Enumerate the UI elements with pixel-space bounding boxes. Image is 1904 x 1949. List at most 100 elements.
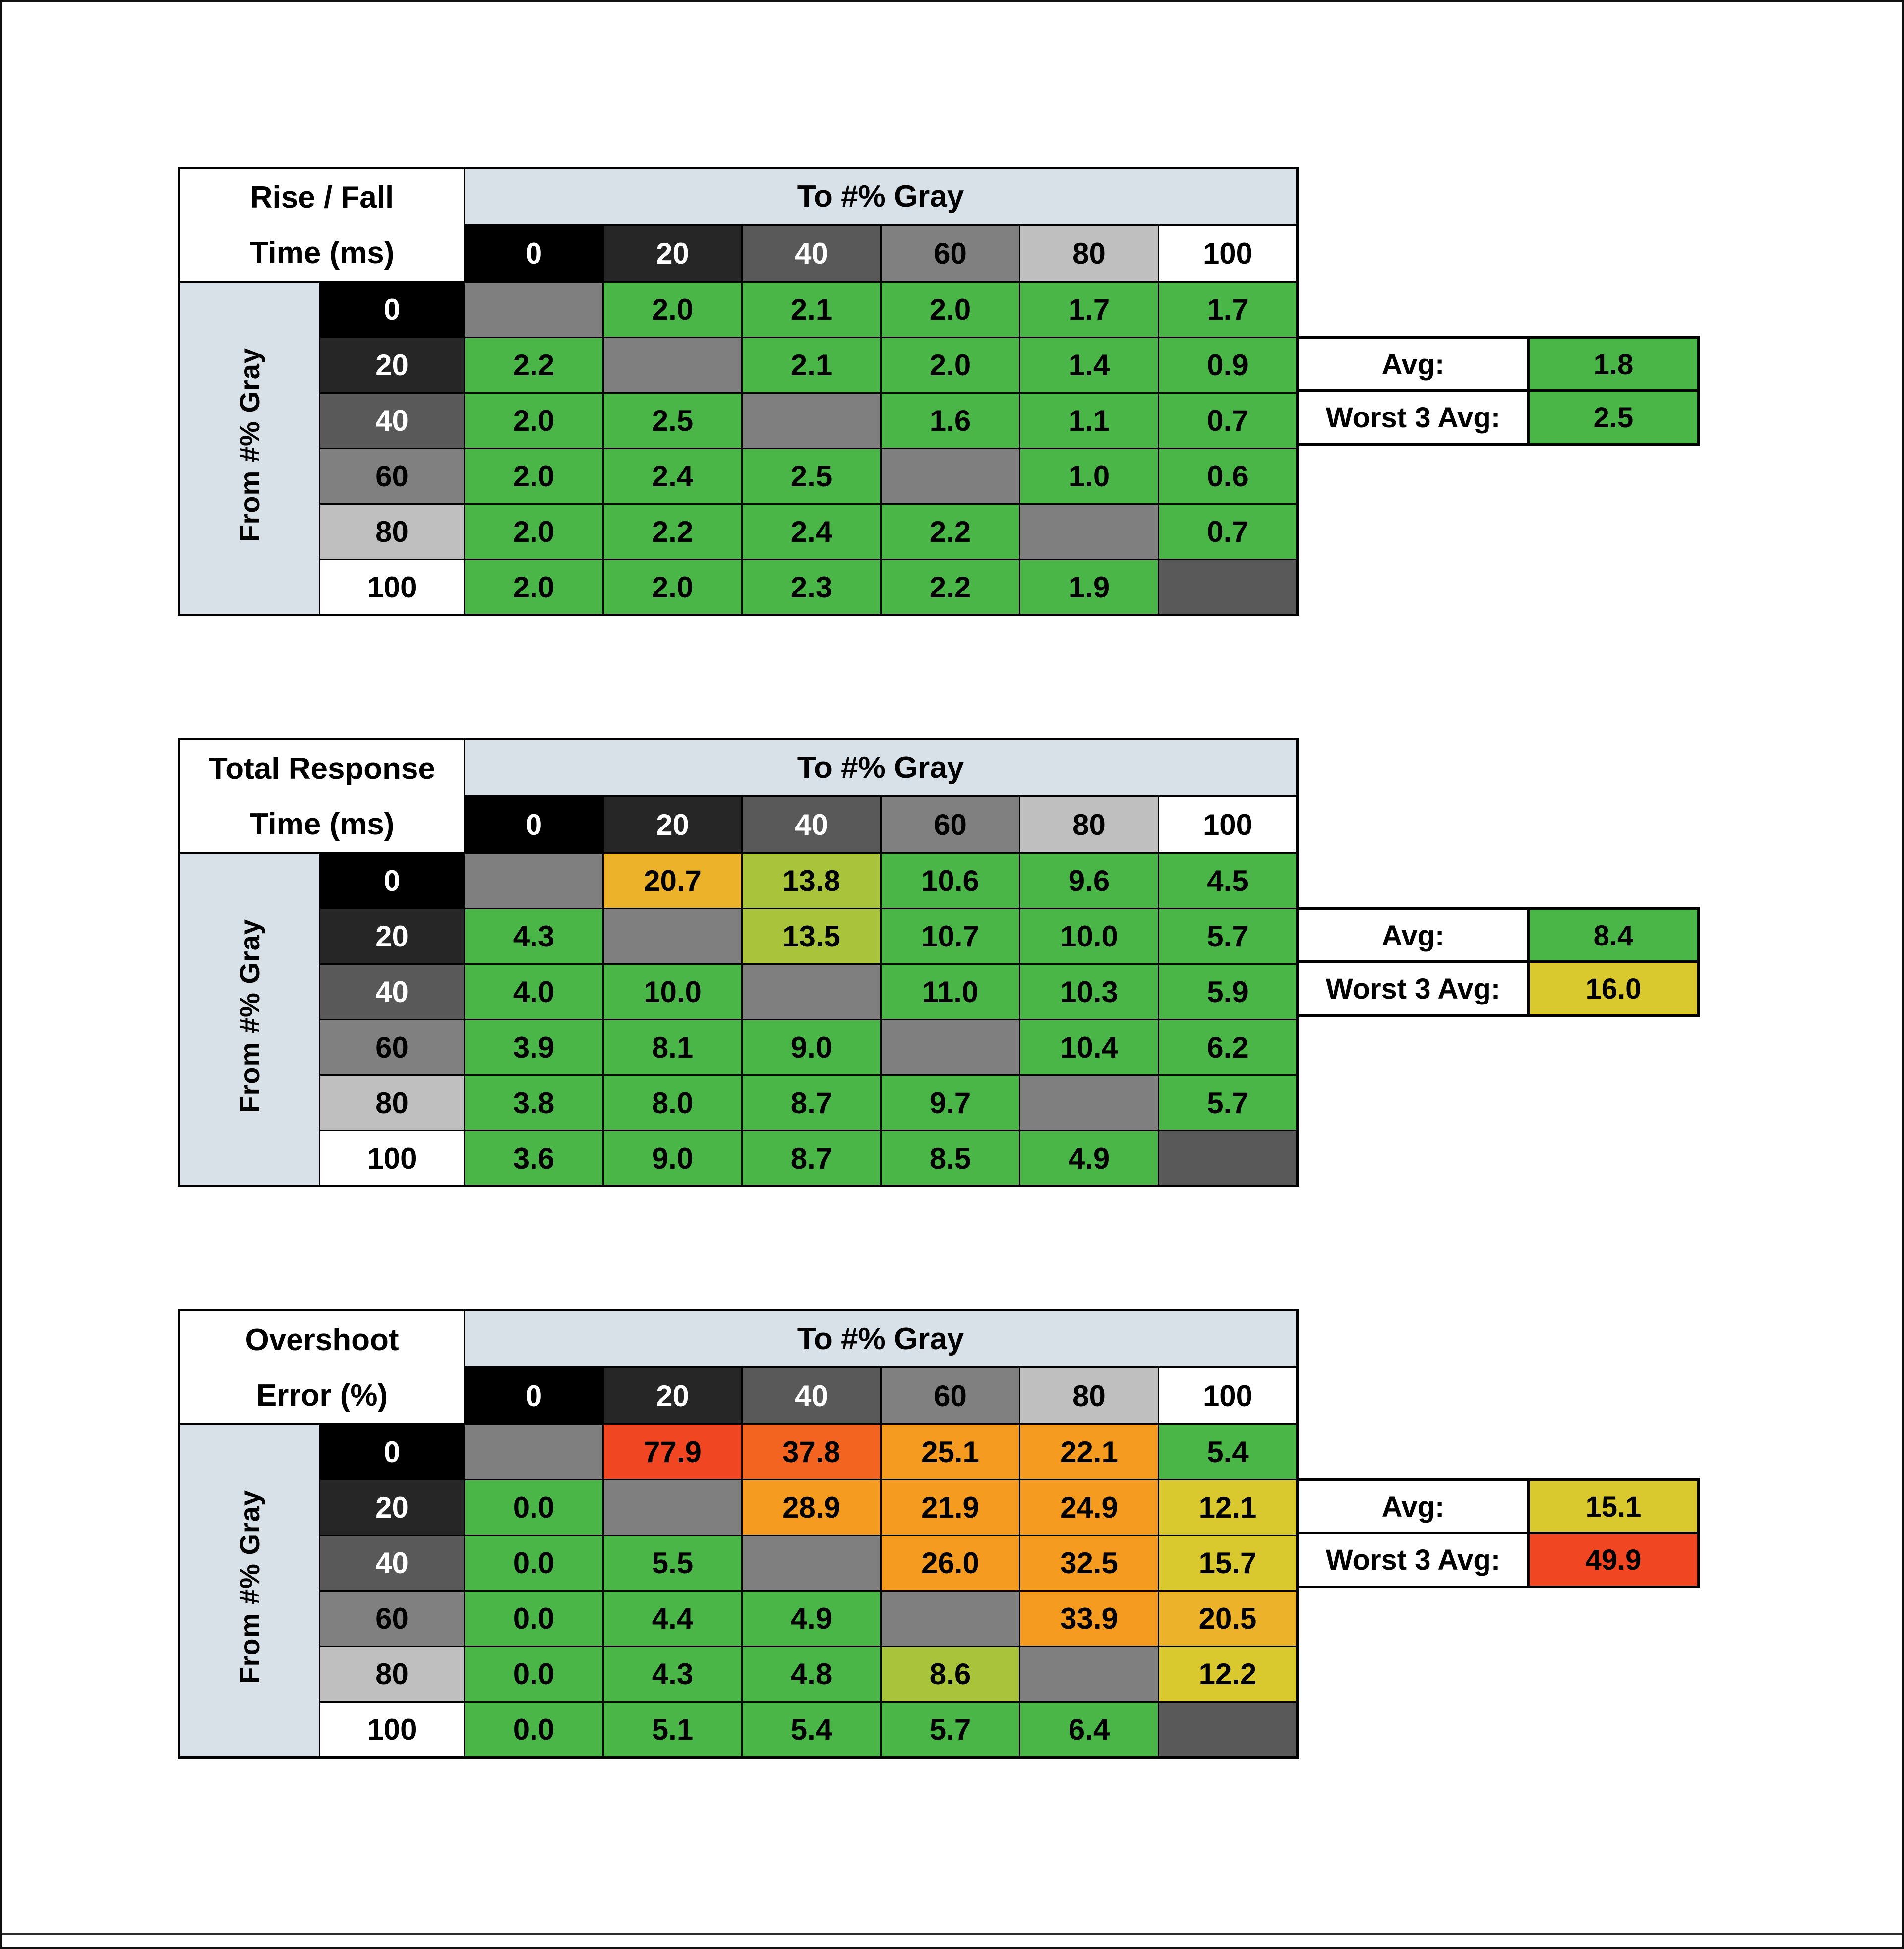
- diagonal-cell: [880, 448, 1020, 505]
- table-title-line1: Total Response: [208, 751, 436, 786]
- side-worst-value: 49.9: [1527, 1532, 1700, 1588]
- diagonal-cell: [880, 1019, 1020, 1076]
- value-cell: 1.9: [1019, 559, 1159, 616]
- table-title-line1: Rise / Fall: [250, 180, 394, 215]
- row-header-80: 80: [319, 503, 465, 560]
- col-header-40: 40: [741, 1366, 882, 1425]
- value-cell: 4.9: [741, 1590, 882, 1647]
- col-header-60: 60: [880, 1366, 1020, 1425]
- row-header-100: 100: [319, 1701, 465, 1758]
- value-cell: 4.8: [741, 1646, 882, 1703]
- value-cell: 3.6: [464, 1130, 604, 1187]
- side-avg-value: 1.8: [1527, 336, 1700, 393]
- value-cell: 3.8: [464, 1074, 604, 1131]
- value-cell: 2.2: [464, 337, 604, 394]
- row-header-20: 20: [319, 1479, 465, 1536]
- value-cell: 22.1: [1019, 1423, 1159, 1480]
- value-cell: 2.0: [880, 337, 1020, 394]
- value-cell: 4.9: [1019, 1130, 1159, 1187]
- value-cell: 2.2: [880, 559, 1020, 616]
- row-header-100: 100: [319, 1130, 465, 1187]
- side-avg-row: Avg: 8.4: [1297, 907, 1700, 964]
- to-gray-header: To #% Gray: [464, 738, 1298, 797]
- row-header-20: 20: [319, 337, 465, 394]
- row-header-60: 60: [319, 448, 465, 505]
- diagonal-cell: [741, 1535, 882, 1592]
- value-cell: 32.5: [1019, 1535, 1159, 1592]
- side-worst-row: Worst 3 Avg: 49.9: [1297, 1532, 1700, 1588]
- side-worst-row: Worst 3 Avg: 2.5: [1297, 389, 1700, 446]
- col-header-100: 100: [1158, 1366, 1298, 1425]
- value-cell: 5.7: [1158, 1074, 1298, 1131]
- value-cell: 2.0: [602, 559, 743, 616]
- table-title-line1: Overshoot: [245, 1322, 399, 1357]
- value-cell: 33.9: [1019, 1590, 1159, 1647]
- row-header-0: 0: [319, 1423, 465, 1480]
- value-cell: 9.0: [602, 1130, 743, 1187]
- value-cell: 20.5: [1158, 1590, 1298, 1647]
- value-cell: 5.7: [880, 1701, 1020, 1758]
- diagonal-cell: [1158, 1701, 1298, 1758]
- col-header-40: 40: [741, 224, 882, 283]
- col-header-100: 100: [1158, 795, 1298, 854]
- value-cell: 0.7: [1158, 392, 1298, 449]
- table-title: Total Response Time (ms): [178, 738, 465, 854]
- diagonal-cell: [741, 963, 882, 1020]
- col-header-20: 20: [602, 1366, 743, 1425]
- diagonal-cell: [1158, 559, 1298, 616]
- side-avg-label: Avg:: [1297, 907, 1530, 964]
- value-cell: 26.0: [880, 1535, 1020, 1592]
- value-cell: 2.4: [741, 503, 882, 560]
- value-cell: 1.4: [1019, 337, 1159, 394]
- value-cell: 4.3: [464, 908, 604, 965]
- value-cell: 2.0: [464, 448, 604, 505]
- side-avg-value: 15.1: [1527, 1478, 1700, 1535]
- value-cell: 5.7: [1158, 908, 1298, 965]
- value-cell: 10.3: [1019, 963, 1159, 1020]
- value-cell: 1.1: [1019, 392, 1159, 449]
- value-cell: 20.7: [602, 852, 743, 909]
- value-cell: 13.8: [741, 852, 882, 909]
- row-header-60: 60: [319, 1019, 465, 1076]
- table-block-total-response-time: Total Response Time (ms) To #% Gray 0 20 40 60…: [178, 738, 1730, 1187]
- value-cell: 15.7: [1158, 1535, 1298, 1592]
- col-header-0: 0: [464, 224, 604, 283]
- row-header-0: 0: [319, 852, 465, 909]
- diagonal-cell: [464, 1423, 604, 1480]
- value-cell: 1.7: [1158, 281, 1298, 338]
- side-worst-value: 2.5: [1527, 389, 1700, 446]
- value-cell: 11.0: [880, 963, 1020, 1020]
- matrix-overshoot-error: Overshoot Error (%) To #% Gray 0 20 40 60 80 100…: [178, 1309, 1299, 1759]
- value-cell: 12.1: [1158, 1479, 1298, 1536]
- value-cell: 8.6: [880, 1646, 1020, 1703]
- diagonal-cell: [1019, 1074, 1159, 1131]
- row-header-60: 60: [319, 1590, 465, 1647]
- value-cell: 5.4: [741, 1701, 882, 1758]
- value-cell: 0.9: [1158, 337, 1298, 394]
- value-cell: 0.7: [1158, 503, 1298, 560]
- side-avg-value: 8.4: [1527, 907, 1700, 964]
- value-cell: 8.7: [741, 1074, 882, 1131]
- value-cell: 0.0: [464, 1590, 604, 1647]
- row-header-40: 40: [319, 963, 465, 1020]
- table-title: Rise / Fall Time (ms): [178, 167, 465, 283]
- table-title-line2: Error (%): [256, 1378, 388, 1413]
- side-worst-label: Worst 3 Avg:: [1297, 1532, 1530, 1588]
- value-cell: 37.8: [741, 1423, 882, 1480]
- from-gray-header: From #% Gray: [178, 281, 320, 616]
- row-header-80: 80: [319, 1074, 465, 1131]
- value-cell: 2.4: [602, 448, 743, 505]
- diagonal-cell: [464, 852, 604, 909]
- value-cell: 21.9: [880, 1479, 1020, 1536]
- value-cell: 77.9: [602, 1423, 743, 1480]
- value-cell: 5.5: [602, 1535, 743, 1592]
- value-cell: 8.7: [741, 1130, 882, 1187]
- side-worst-row: Worst 3 Avg: 16.0: [1297, 960, 1700, 1017]
- matrix-total-response-time: Total Response Time (ms) To #% Gray 0 20 40 60…: [178, 738, 1299, 1187]
- diagonal-cell: [602, 1479, 743, 1536]
- col-header-80: 80: [1019, 224, 1159, 283]
- value-cell: 5.9: [1158, 963, 1298, 1020]
- value-cell: 8.0: [602, 1074, 743, 1131]
- table-block-overshoot-error: Overshoot Error (%) To #% Gray 0 20 40 60 80 100…: [178, 1309, 1730, 1759]
